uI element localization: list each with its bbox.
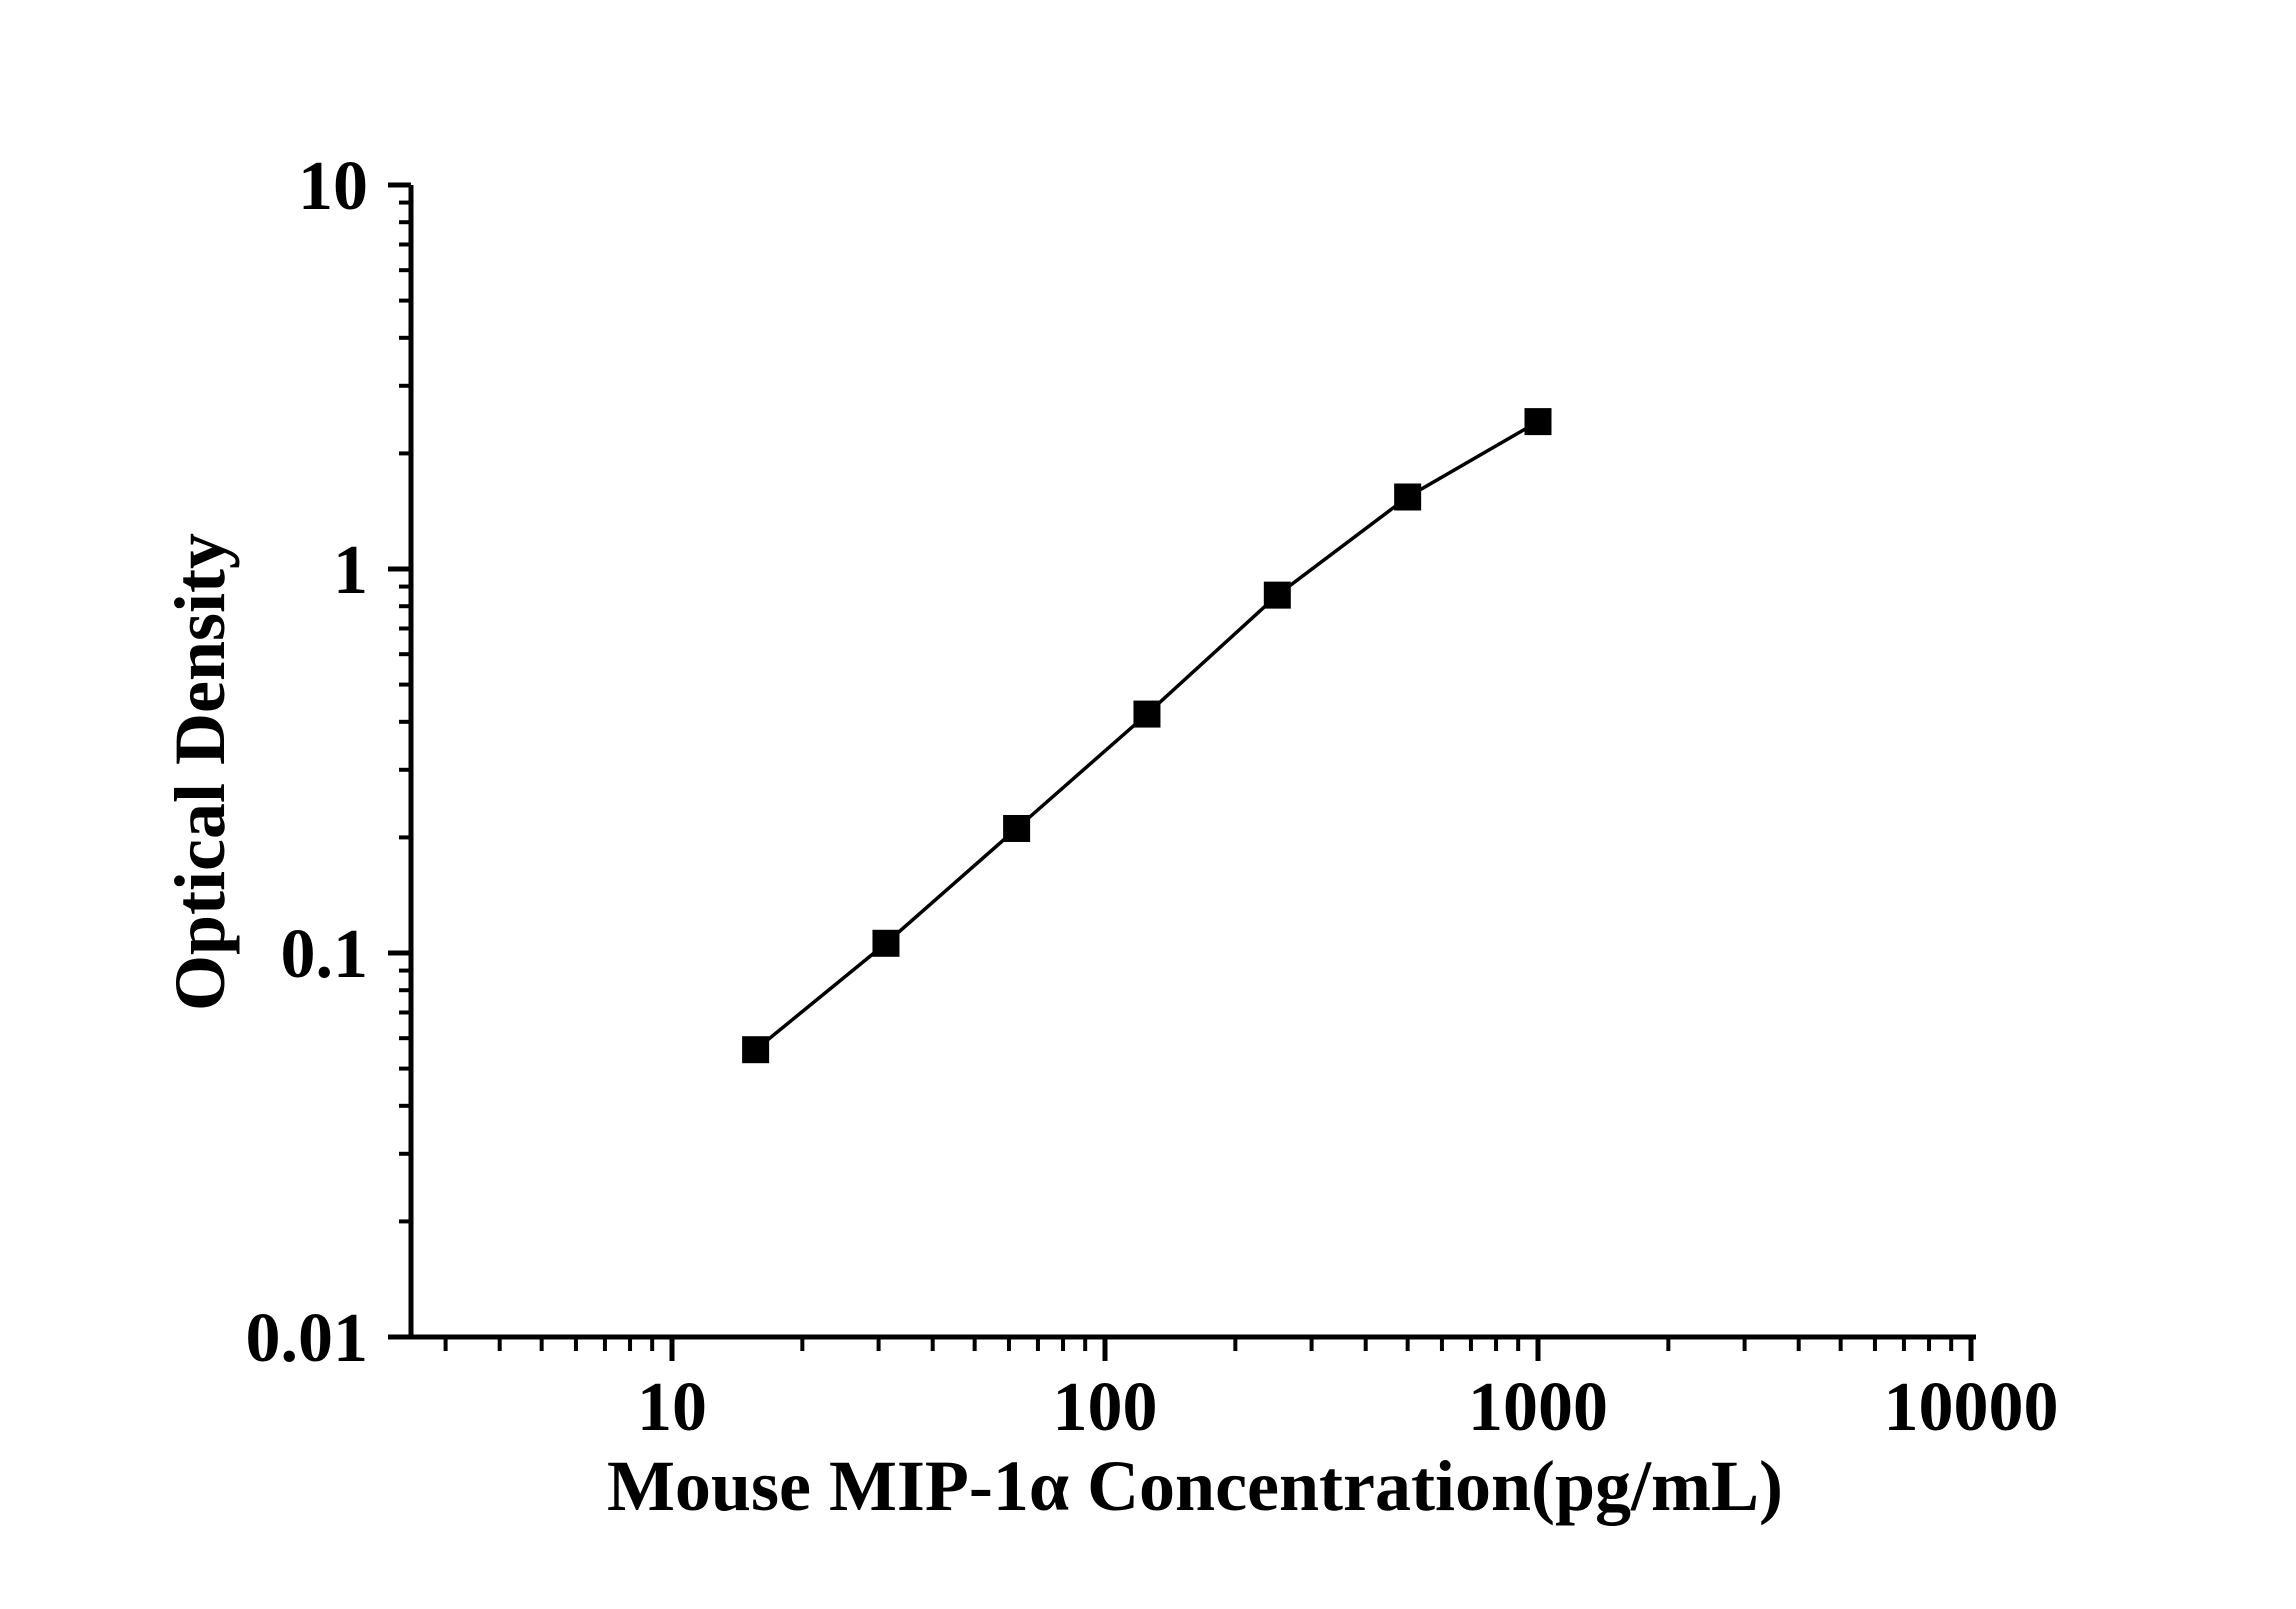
- data-series-group: [742, 408, 1552, 1064]
- data-point-marker: [742, 1036, 770, 1064]
- data-point-marker: [872, 929, 900, 957]
- y-tick-label: 0.1: [281, 916, 369, 993]
- y-axis-title: Optical Density: [160, 533, 240, 1011]
- axis-ticks-group: [388, 182, 1974, 1361]
- y-tick-label: 10: [298, 148, 368, 225]
- data-point-marker: [1524, 408, 1552, 436]
- x-tick-label: 1000: [1468, 1369, 1608, 1446]
- data-point-marker: [1003, 814, 1031, 842]
- y-tick-label: 1: [333, 532, 368, 609]
- data-point-marker: [1263, 581, 1291, 609]
- axes-group: [408, 185, 1976, 1340]
- x-tick-label: 10000: [1884, 1369, 2059, 1446]
- x-tick-label: 100: [1053, 1369, 1158, 1446]
- x-axis-title: Mouse MIP-1α Concentration(pg/mL): [607, 1446, 1783, 1526]
- data-point-marker: [1133, 700, 1161, 728]
- y-tick-label: 0.01: [246, 1300, 369, 1377]
- x-tick-label: 10: [637, 1369, 707, 1446]
- tick-labels-group: 10 100 1000 10000 10 1 0.1 0.01: [246, 148, 2059, 1446]
- data-point-marker: [1394, 483, 1422, 511]
